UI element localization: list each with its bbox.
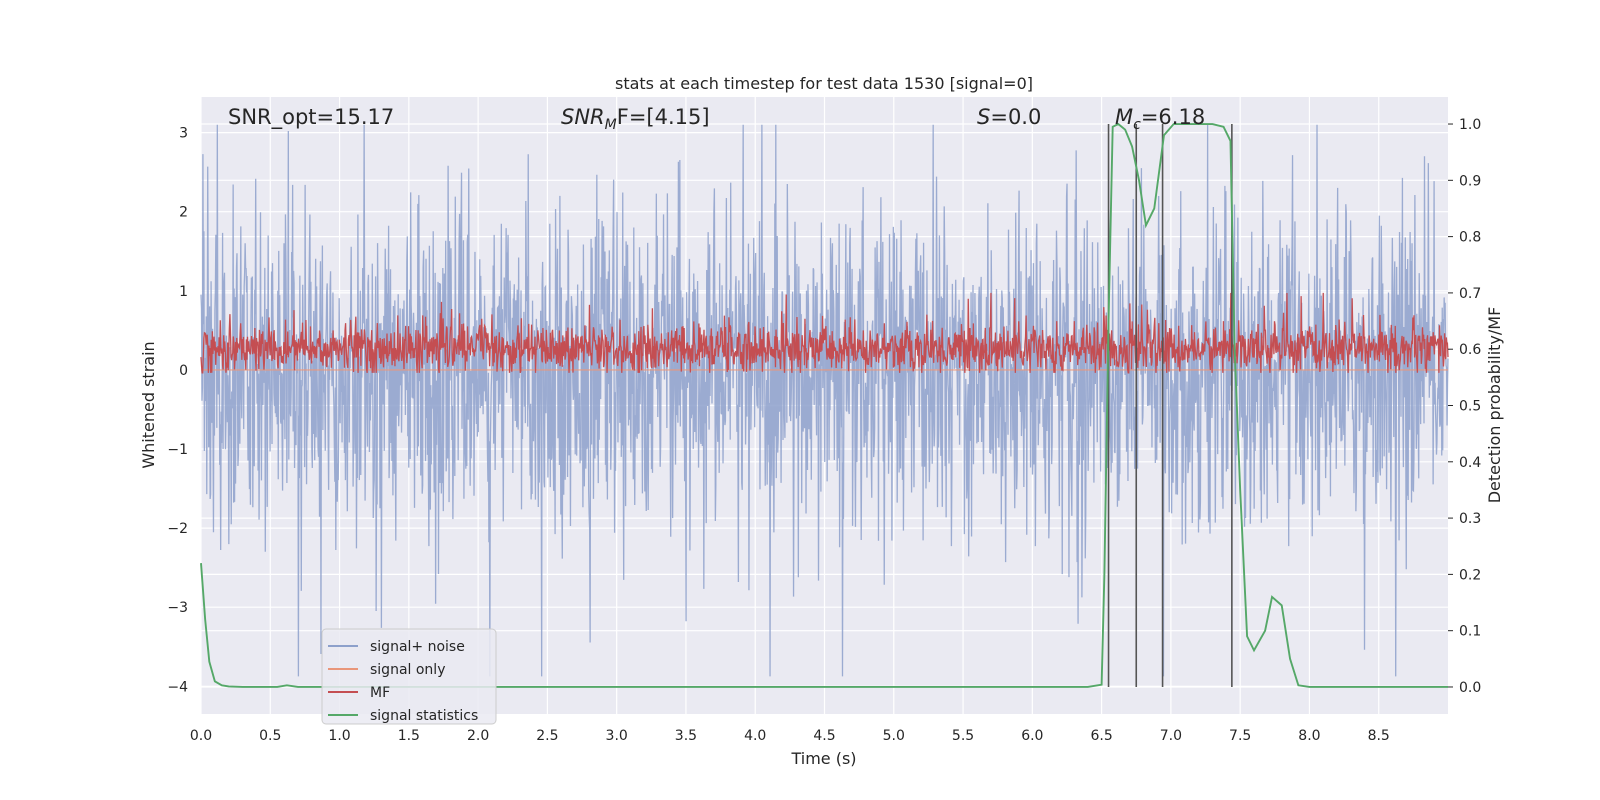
y-right-tick-label: 0.8 xyxy=(1459,230,1481,246)
mc-symbol: M xyxy=(1115,105,1133,129)
s-value: =0.0 xyxy=(990,105,1041,129)
x-tick-label: 5.0 xyxy=(883,728,905,744)
x-tick-label: 0.5 xyxy=(259,728,281,744)
y-right-tick-label: 0.1 xyxy=(1459,624,1481,640)
x-tick-label: 6.5 xyxy=(1090,728,1112,744)
y-right-tick-label: 0.9 xyxy=(1459,173,1481,189)
annotation-snr-mf: SNRMF=[4.15] xyxy=(561,105,710,133)
x-axis-ticks: 0.0 0.5 1.0 1.5 2.0 2.5 3.0 3.5 4.0 4.5 5.0 5.5 6.0 6… xyxy=(190,728,1390,744)
vertical-markers xyxy=(1107,124,1233,687)
mf-line xyxy=(200,292,1449,374)
legend-label: signal only xyxy=(370,662,445,678)
y-left-tick-label: −2 xyxy=(167,521,188,537)
y-left-tick-label: 0 xyxy=(179,363,188,379)
y-right-tick-label: 0.0 xyxy=(1459,680,1481,696)
x-tick-label: 1.0 xyxy=(328,728,350,744)
y-left-tick-label: −3 xyxy=(167,600,188,616)
y-left-tick-label: −4 xyxy=(167,679,188,695)
y-right-tick-label: 0.3 xyxy=(1459,511,1481,527)
y-axis-right-label: Detection probability/MF xyxy=(1485,307,1504,504)
x-tick-label: 2.0 xyxy=(467,728,489,744)
y-left-tick-label: 1 xyxy=(179,284,188,300)
y-left-tick-label: 3 xyxy=(179,126,188,142)
signal-statistics-series xyxy=(200,122,1448,688)
x-tick-label: 0.0 xyxy=(190,728,212,744)
annotation-s: S=0.0 xyxy=(977,105,1041,129)
signal-statistics-line xyxy=(200,122,1448,688)
x-tick-label: 6.0 xyxy=(1021,728,1043,744)
annotation-snr-opt: SNR_opt=15.17 xyxy=(228,105,394,130)
x-tick-label: 5.5 xyxy=(952,728,974,744)
legend-frame xyxy=(321,628,497,725)
snr-mf-symbol: SNR xyxy=(561,105,605,129)
legend-label: signal statistics xyxy=(370,708,478,724)
y-left-tick-label: −1 xyxy=(167,442,188,458)
x-axis-label: Time (s) xyxy=(790,749,856,768)
y-right-tick-label: 0.7 xyxy=(1459,286,1481,302)
x-tick-label: 4.5 xyxy=(813,728,835,744)
x-tick-label: 7.5 xyxy=(1229,728,1251,744)
mc-subscript: c xyxy=(1133,117,1141,133)
y-right-tick-label: 0.6 xyxy=(1459,342,1481,358)
x-tick-label: 8.0 xyxy=(1298,728,1320,744)
x-tick-label: 1.5 xyxy=(398,728,420,744)
mf-series xyxy=(200,292,1449,374)
y-right-tick-label: 1.0 xyxy=(1459,117,1481,133)
legend: signal+ noise signal only MF signal statist… xyxy=(321,628,497,725)
x-tick-label: 3.0 xyxy=(606,728,628,744)
y-right-tick-label: 0.2 xyxy=(1459,567,1481,583)
y-right-tick-label: 0.4 xyxy=(1459,455,1481,471)
signal-noise-series xyxy=(200,124,1449,677)
x-tick-label: 7.0 xyxy=(1160,728,1182,744)
annotation-mc: Mc=6.18 xyxy=(1115,105,1205,133)
legend-label: signal+ noise xyxy=(370,639,465,655)
s-symbol: S xyxy=(977,105,990,129)
snr-mf-subscript: M xyxy=(605,117,617,133)
signal-noise-line xyxy=(200,124,1449,677)
x-tick-label: 2.5 xyxy=(536,728,558,744)
snr-mf-value: F=[4.15] xyxy=(617,105,710,129)
y-left-tick-label: 2 xyxy=(179,205,188,221)
legend-label: MF xyxy=(370,685,390,701)
y-axis-right-ticks: 1.0 0.9 0.8 0.7 0.6 0.5 0.4 0.3 0.2 0.1 0.0 xyxy=(1448,117,1481,696)
mc-value: =6.18 xyxy=(1141,105,1205,129)
chart-title: stats at each timestep for test data 153… xyxy=(615,74,1033,93)
y-right-tick-label: 0.5 xyxy=(1459,399,1481,415)
x-tick-label: 3.5 xyxy=(675,728,697,744)
y-axis-left-label: Whitened strain xyxy=(139,341,158,468)
x-tick-label: 8.5 xyxy=(1368,728,1390,744)
y-axis-left-ticks: 3 2 1 0 −1 −2 −3 −4 xyxy=(167,126,188,696)
x-tick-label: 4.0 xyxy=(744,728,766,744)
